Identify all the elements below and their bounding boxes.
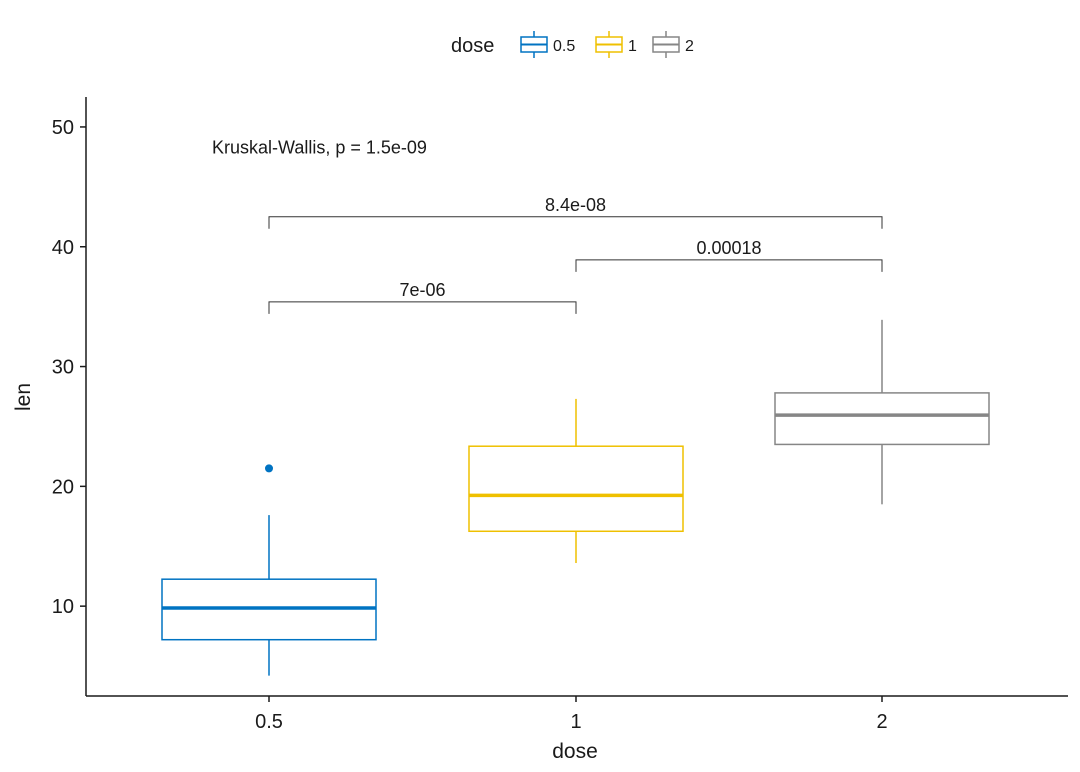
legend-entry-2: 2 <box>652 31 694 58</box>
comparison-1-vs-2: 0.00018 <box>575 238 883 272</box>
bracket-line <box>268 216 883 229</box>
p-value-label: 8.4e-08 <box>545 195 606 215</box>
box-body <box>468 445 684 533</box>
legend: dose 0.5 1 2 <box>451 31 694 58</box>
p-value-label: 0.00018 <box>696 238 761 258</box>
x-tick-label: 0.5 <box>255 711 283 733</box>
p-value-label: 7e-06 <box>399 280 445 300</box>
comparison-brackets: 7e-06 0.00018 8.4e-08 <box>268 195 883 314</box>
outlier-point <box>265 464 273 473</box>
bracket-line <box>268 301 577 314</box>
bracket-line <box>575 259 883 272</box>
legend-label: 0.5 <box>553 38 575 55</box>
x-tick-label: 1 <box>570 711 581 733</box>
kruskal-wallis-annotation: Kruskal-Wallis, p = 1.5e-09 <box>212 137 427 157</box>
y-tick-label: 20 <box>52 476 74 498</box>
y-axis-title: len <box>12 383 35 411</box>
legend-entries: 0.5 1 2 <box>520 31 694 58</box>
legend-label: 1 <box>628 38 637 55</box>
y-axis-ticks: 10 20 30 40 50 <box>52 117 86 618</box>
comparison-0.5-vs-1: 7e-06 <box>268 280 577 314</box>
y-tick-label: 30 <box>52 357 74 379</box>
legend-entry-0.5: 0.5 <box>520 31 575 58</box>
box-2 <box>774 319 990 505</box>
box-1 <box>468 398 684 564</box>
x-axis-title: dose <box>552 740 598 763</box>
legend-title: dose <box>451 35 494 57</box>
plot-area: 7e-06 0.00018 8.4e-08 Kruskal-Wallis, p = … <box>52 97 1068 733</box>
y-tick-label: 40 <box>52 237 74 259</box>
boxes <box>161 319 990 676</box>
x-tick-label: 2 <box>876 711 887 733</box>
box-body <box>774 392 990 446</box>
comparison-0.5-vs-2: 8.4e-08 <box>268 195 883 229</box>
x-axis-ticks: 0.5 1 2 <box>255 696 888 733</box>
box-0.5 <box>161 464 377 676</box>
y-tick-label: 50 <box>52 117 74 139</box>
y-tick-label: 10 <box>52 596 74 618</box>
legend-entry-1: 1 <box>595 31 637 58</box>
legend-label: 2 <box>685 38 694 55</box>
